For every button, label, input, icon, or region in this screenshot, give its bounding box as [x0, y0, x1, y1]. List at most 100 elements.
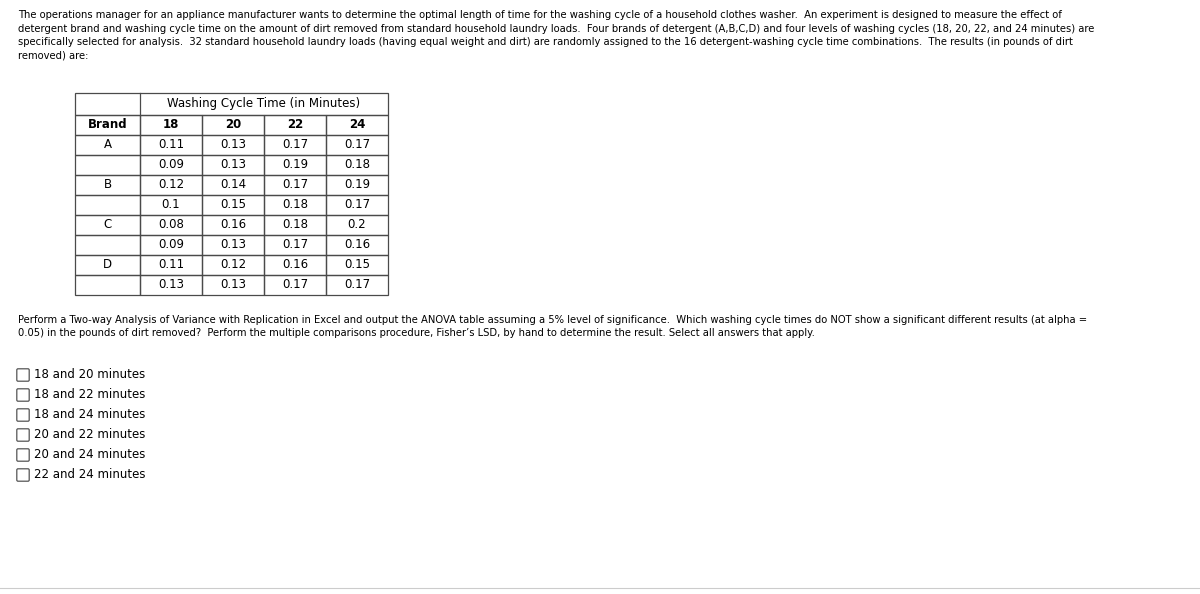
Bar	[326, 255, 388, 275]
Text: 0.16: 0.16	[282, 258, 308, 271]
Bar	[140, 255, 202, 275]
Bar	[202, 275, 264, 295]
Text: 20 and 22 minutes: 20 and 22 minutes	[34, 428, 145, 441]
Text: 0.17: 0.17	[344, 138, 370, 151]
Text: 0.18: 0.18	[282, 198, 308, 211]
Bar	[264, 135, 326, 155]
Text: 0.17: 0.17	[344, 198, 370, 211]
Bar	[74, 93, 388, 115]
Bar	[326, 195, 388, 215]
Text: B: B	[103, 179, 112, 191]
Text: specifically selected for analysis.  32 standard household laundry loads (having: specifically selected for analysis. 32 s…	[18, 37, 1073, 47]
Text: 0.13: 0.13	[158, 279, 184, 292]
Text: 24: 24	[349, 118, 365, 131]
Bar	[326, 135, 388, 155]
Bar	[74, 255, 140, 275]
Text: 0.13: 0.13	[220, 239, 246, 251]
Bar	[326, 155, 388, 175]
Text: 18 and 20 minutes: 18 and 20 minutes	[34, 368, 145, 381]
Bar	[140, 115, 202, 135]
Bar	[140, 175, 202, 195]
FancyBboxPatch shape	[17, 389, 29, 401]
Text: 0.09: 0.09	[158, 239, 184, 251]
Bar	[202, 255, 264, 275]
Text: 22 and 24 minutes: 22 and 24 minutes	[34, 469, 145, 482]
Text: Brand: Brand	[88, 118, 127, 131]
Bar	[202, 175, 264, 195]
Bar	[264, 115, 326, 135]
Bar	[202, 235, 264, 255]
Text: 0.11: 0.11	[158, 138, 184, 151]
Bar	[264, 275, 326, 295]
Text: 0.12: 0.12	[220, 258, 246, 271]
Text: 0.17: 0.17	[282, 279, 308, 292]
Bar	[326, 275, 388, 295]
Bar	[326, 175, 388, 195]
Text: 18: 18	[163, 118, 179, 131]
Text: 0.15: 0.15	[220, 198, 246, 211]
Text: 0.2: 0.2	[348, 219, 366, 232]
Text: Washing Cycle Time (in Minutes): Washing Cycle Time (in Minutes)	[168, 97, 360, 110]
Text: 18 and 22 minutes: 18 and 22 minutes	[34, 388, 145, 402]
Bar	[140, 155, 202, 175]
Text: 0.1: 0.1	[162, 198, 180, 211]
Bar	[74, 195, 140, 215]
Bar	[140, 235, 202, 255]
Text: 20 and 24 minutes: 20 and 24 minutes	[34, 448, 145, 462]
Text: 0.12: 0.12	[158, 179, 184, 191]
Bar	[140, 135, 202, 155]
Bar	[264, 235, 326, 255]
Text: 0.17: 0.17	[282, 138, 308, 151]
Bar	[140, 195, 202, 215]
Text: 22: 22	[287, 118, 304, 131]
Bar	[264, 215, 326, 235]
Bar	[74, 215, 140, 235]
Bar	[74, 155, 140, 175]
Text: 0.17: 0.17	[282, 239, 308, 251]
Bar	[202, 115, 264, 135]
Text: 0.11: 0.11	[158, 258, 184, 271]
Bar	[140, 215, 202, 235]
Text: 0.09: 0.09	[158, 159, 184, 172]
Text: 0.14: 0.14	[220, 179, 246, 191]
Text: 0.18: 0.18	[282, 219, 308, 232]
Text: 0.18: 0.18	[344, 159, 370, 172]
FancyBboxPatch shape	[17, 409, 29, 421]
Text: A: A	[103, 138, 112, 151]
FancyBboxPatch shape	[17, 449, 29, 461]
Text: detergent brand and washing cycle time on the amount of dirt removed from standa: detergent brand and washing cycle time o…	[18, 24, 1094, 33]
Text: The operations manager for an appliance manufacturer wants to determine the opti: The operations manager for an appliance …	[18, 10, 1062, 20]
Bar	[202, 135, 264, 155]
Bar	[74, 275, 140, 295]
Text: 0.19: 0.19	[344, 179, 370, 191]
Bar	[264, 255, 326, 275]
Text: 0.15: 0.15	[344, 258, 370, 271]
Text: 0.13: 0.13	[220, 138, 246, 151]
Bar	[264, 195, 326, 215]
Bar	[326, 115, 388, 135]
Bar	[264, 155, 326, 175]
Bar	[264, 175, 326, 195]
Bar	[74, 115, 140, 135]
Text: 0.13: 0.13	[220, 159, 246, 172]
Bar	[202, 195, 264, 215]
Text: 0.16: 0.16	[220, 219, 246, 232]
Text: C: C	[103, 219, 112, 232]
Bar	[202, 215, 264, 235]
Text: 0.17: 0.17	[282, 179, 308, 191]
Bar	[202, 155, 264, 175]
Text: 18 and 24 minutes: 18 and 24 minutes	[34, 409, 145, 422]
Text: D: D	[103, 258, 112, 271]
Text: Perform a Two-way Analysis of Variance with Replication in Excel and output the : Perform a Two-way Analysis of Variance w…	[18, 315, 1087, 325]
FancyBboxPatch shape	[17, 469, 29, 481]
Text: 0.17: 0.17	[344, 279, 370, 292]
Bar	[74, 175, 140, 195]
FancyBboxPatch shape	[17, 429, 29, 441]
Text: 0.05) in the pounds of dirt removed?  Perform the multiple comparisons procedure: 0.05) in the pounds of dirt removed? Per…	[18, 328, 815, 339]
Text: 0.19: 0.19	[282, 159, 308, 172]
Text: 0.16: 0.16	[344, 239, 370, 251]
Bar	[74, 235, 140, 255]
Text: 20: 20	[224, 118, 241, 131]
Text: 0.13: 0.13	[220, 279, 246, 292]
Text: 0.08: 0.08	[158, 219, 184, 232]
